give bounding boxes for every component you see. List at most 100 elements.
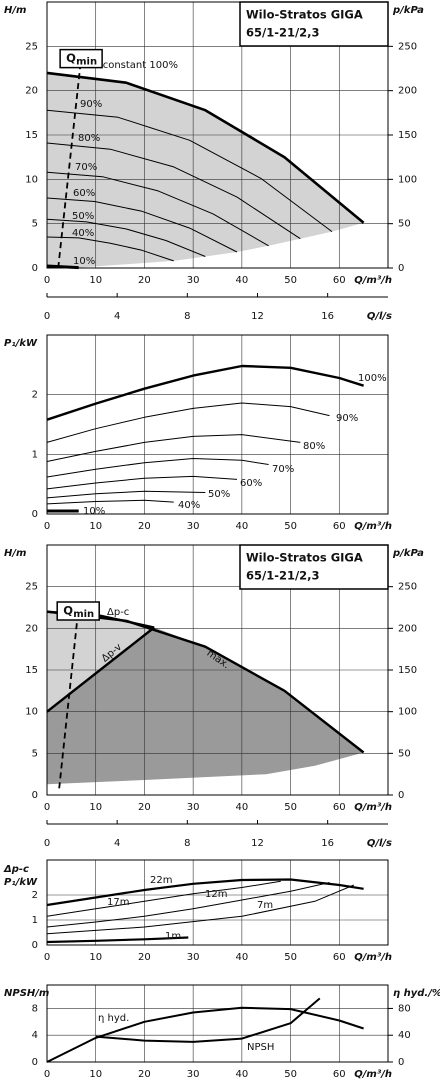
x-tick-label: 10 <box>89 952 102 963</box>
y-axis-label: P₁/kW <box>4 877 38 888</box>
y2-tick-label: 50 <box>398 219 411 230</box>
curve <box>46 475 238 490</box>
x-axis-label: Q/m³/h <box>354 521 392 532</box>
qmin-box <box>59 48 103 69</box>
y-tick-label: 1 <box>32 449 38 460</box>
curve <box>46 218 206 257</box>
x-tick-label: 10 <box>89 521 102 532</box>
title-line: 65/1-21/2,3 <box>246 26 320 40</box>
y-tick-label: 8 <box>32 1003 38 1014</box>
x-tick-label: 10 <box>89 1069 102 1080</box>
y-tick-label: 10 <box>25 707 38 718</box>
curve <box>46 236 174 262</box>
curve <box>46 499 174 505</box>
curve <box>46 71 365 224</box>
y-tick-label: 15 <box>25 665 38 676</box>
y2-axis-label: p/kPa <box>392 548 424 559</box>
x-tick-label: 50 <box>284 521 297 532</box>
x2-tick-label: 12 <box>251 838 264 849</box>
x-tick-label: 50 <box>284 802 297 813</box>
x-tick-label: 30 <box>187 802 200 813</box>
y-tick-label: 2 <box>32 890 38 901</box>
curve-label: 50% <box>72 211 94 222</box>
y-tick-label: 20 <box>25 86 38 97</box>
plot-frame <box>46 984 389 1063</box>
curve-label: 10% <box>83 506 105 517</box>
y-axis-label: P₁/kW <box>4 338 38 349</box>
curve <box>46 364 364 421</box>
x-tick-label: 40 <box>235 952 248 963</box>
curve <box>46 884 355 935</box>
x-tick-label: 20 <box>138 1069 151 1080</box>
y2-tick-label: 0 <box>398 263 404 274</box>
curve <box>46 434 301 462</box>
curve <box>46 626 155 713</box>
x-axis-label: Q/m³/h <box>354 1069 392 1080</box>
curve-label: Δp-c <box>107 607 129 618</box>
curve-label: 80% <box>78 133 100 144</box>
x-tick-label: 50 <box>284 275 297 286</box>
y2-tick-label: 200 <box>398 86 417 97</box>
plot-frame <box>46 334 389 515</box>
curve-label: NPSH <box>247 1042 274 1053</box>
curve-label: 80% <box>303 441 325 452</box>
x-tick-label: 30 <box>187 1069 200 1080</box>
qmin-box <box>56 601 100 621</box>
x2-tick-label: 0 <box>44 311 50 322</box>
curve <box>95 997 321 1043</box>
curve-label: 12m <box>205 889 227 900</box>
y2-tick-label: 40 <box>398 1030 411 1041</box>
curve <box>46 458 269 478</box>
y-tick-label: 0 <box>32 263 38 274</box>
x-tick-label: 20 <box>138 521 151 532</box>
x-tick-label: 60 <box>333 952 346 963</box>
y2-tick-label: 0 <box>398 790 404 801</box>
x-tick-label: 0 <box>44 275 50 286</box>
x-tick-label: 60 <box>333 275 346 286</box>
qmin-line <box>57 67 81 269</box>
y2-tick-label: 250 <box>398 582 417 593</box>
x-axis-label: Q/m³/h <box>354 952 392 963</box>
x2-tick-label: 4 <box>114 311 120 322</box>
dp-c-area <box>47 611 155 712</box>
x-axis-label: Q/m³/h <box>354 802 392 813</box>
qmin-sub: min <box>76 57 97 68</box>
x-tick-label: 10 <box>89 802 102 813</box>
x-axis-label: Q/m³/h <box>354 275 392 286</box>
x-tick-label: 50 <box>284 952 297 963</box>
y2-tick-label: 200 <box>398 623 417 634</box>
curve-label: 40% <box>72 228 94 239</box>
curve <box>46 936 189 944</box>
y-tick-label: 0 <box>32 790 38 801</box>
curve <box>46 1006 364 1063</box>
x2-tick-label: 12 <box>251 311 264 322</box>
curve-label: 10% <box>73 256 95 267</box>
curve <box>46 264 79 270</box>
x-tick-label: 60 <box>333 802 346 813</box>
y-axis-label: H/m <box>4 548 26 559</box>
dp-v-area <box>47 627 364 785</box>
x-tick-label: 40 <box>235 275 248 286</box>
x-tick-label: 0 <box>44 1069 50 1080</box>
y-tick-label: 4 <box>32 1030 38 1041</box>
curve-label: 60% <box>73 188 95 199</box>
y-axis-label: NPSH/m <box>4 988 49 999</box>
y-tick-label: 0 <box>32 1057 38 1068</box>
x-tick-label: 0 <box>44 802 50 813</box>
y-tick-label: 10 <box>25 174 38 185</box>
x-tick-label: 50 <box>284 1069 297 1080</box>
curve-label: 90% <box>80 99 102 110</box>
y-tick-label: 25 <box>25 41 38 52</box>
plot-frame <box>46 544 389 796</box>
qmin-line <box>58 619 79 789</box>
x-tick-label: 10 <box>89 275 102 286</box>
curve-label: 70% <box>272 464 294 475</box>
y-tick-label: 0 <box>32 940 38 951</box>
x-tick-label: 20 <box>138 275 151 286</box>
y-tick-label: 20 <box>25 623 38 634</box>
y2-tick-label: 50 <box>398 748 411 759</box>
curve-label: 100% <box>358 373 387 384</box>
plot-frame <box>46 1 389 269</box>
x2-tick-label: 16 <box>321 838 334 849</box>
